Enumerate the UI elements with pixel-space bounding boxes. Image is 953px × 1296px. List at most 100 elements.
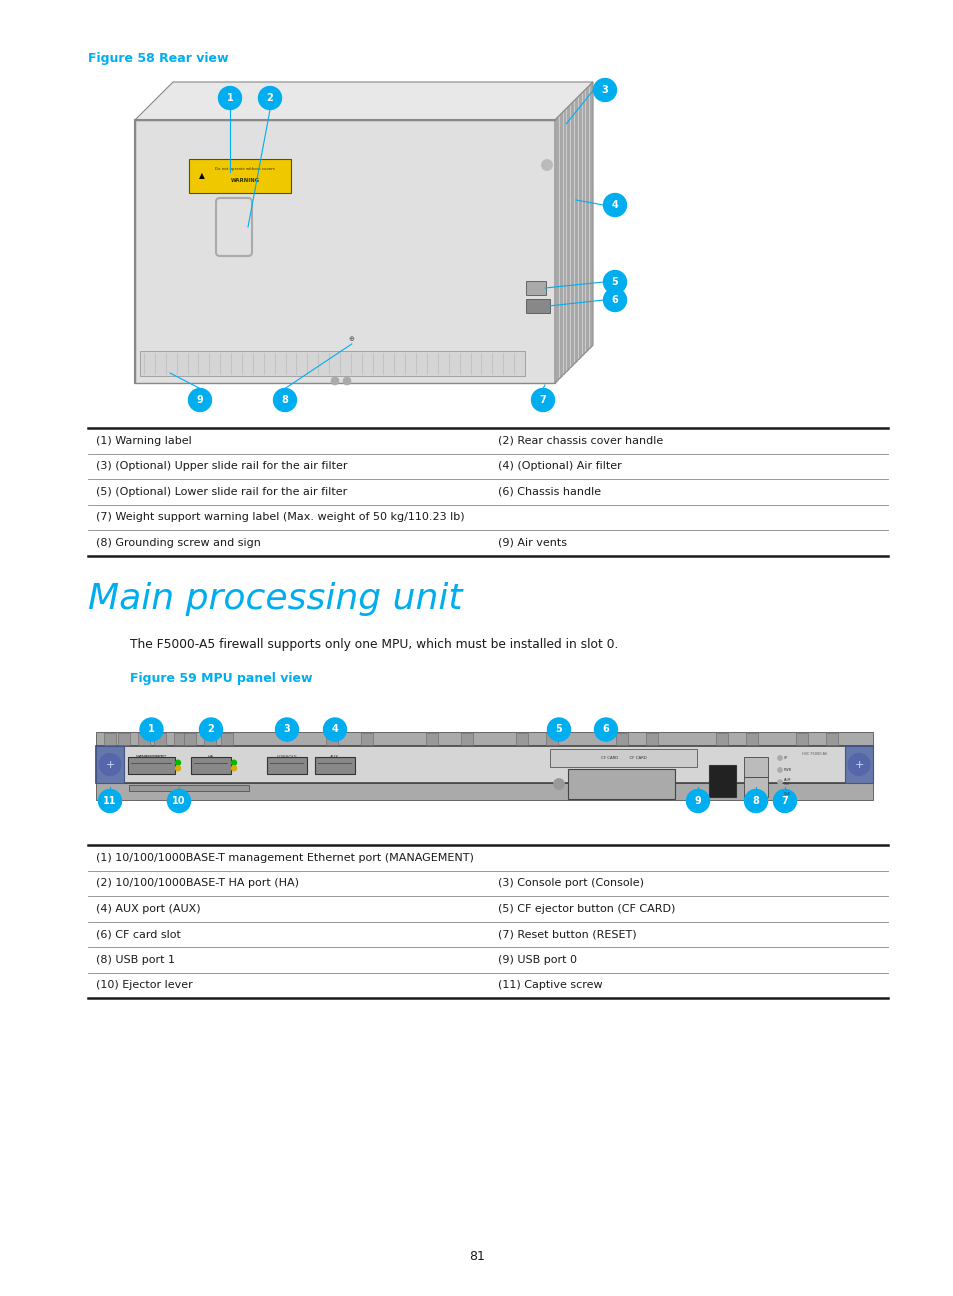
- Text: 7: 7: [781, 796, 787, 806]
- Circle shape: [541, 159, 552, 171]
- Circle shape: [777, 780, 781, 784]
- Text: HA: HA: [208, 756, 213, 759]
- Text: ▲: ▲: [199, 171, 205, 180]
- Circle shape: [547, 718, 570, 741]
- Circle shape: [232, 766, 236, 771]
- Text: 5: 5: [611, 277, 618, 286]
- Circle shape: [258, 87, 281, 109]
- Text: 4: 4: [611, 200, 618, 210]
- Text: 1: 1: [148, 724, 154, 735]
- FancyBboxPatch shape: [460, 734, 473, 745]
- Text: Figure 59 MPU panel view: Figure 59 MPU panel view: [130, 673, 313, 686]
- Circle shape: [175, 766, 180, 771]
- FancyBboxPatch shape: [129, 785, 249, 791]
- FancyBboxPatch shape: [135, 121, 555, 384]
- Text: (2) 10/100/1000BASE-T HA port (HA): (2) 10/100/1000BASE-T HA port (HA): [96, 879, 298, 888]
- Text: 2: 2: [266, 93, 274, 102]
- Text: (6) CF card slot: (6) CF card slot: [96, 929, 181, 940]
- FancyBboxPatch shape: [326, 734, 337, 745]
- FancyBboxPatch shape: [267, 757, 307, 774]
- FancyBboxPatch shape: [516, 734, 527, 745]
- Text: 5: 5: [555, 724, 561, 735]
- FancyBboxPatch shape: [825, 734, 837, 745]
- Text: ALM
RST: ALM RST: [783, 778, 791, 787]
- Circle shape: [175, 761, 180, 765]
- Text: Figure 58 Rear view: Figure 58 Rear view: [88, 52, 229, 65]
- Text: 10: 10: [172, 796, 186, 806]
- Text: WARNING: WARNING: [231, 179, 259, 183]
- FancyBboxPatch shape: [708, 765, 735, 797]
- Text: 81: 81: [469, 1249, 484, 1262]
- Text: ⊕: ⊕: [349, 336, 355, 342]
- Text: The F5000-A5 firewall supports only one MPU, which must be installed in slot 0.: The F5000-A5 firewall supports only one …: [130, 638, 618, 651]
- FancyBboxPatch shape: [745, 734, 758, 745]
- FancyBboxPatch shape: [360, 734, 373, 745]
- FancyBboxPatch shape: [314, 757, 355, 774]
- FancyBboxPatch shape: [191, 757, 231, 774]
- FancyBboxPatch shape: [128, 757, 174, 774]
- Circle shape: [218, 87, 241, 109]
- FancyBboxPatch shape: [844, 746, 872, 783]
- Circle shape: [773, 789, 796, 813]
- Circle shape: [777, 792, 781, 796]
- Text: PWR: PWR: [783, 769, 791, 772]
- Circle shape: [232, 761, 236, 765]
- Text: (10) Ejector lever: (10) Ejector lever: [96, 980, 193, 990]
- FancyBboxPatch shape: [118, 734, 130, 745]
- FancyBboxPatch shape: [189, 159, 291, 193]
- Circle shape: [553, 779, 564, 789]
- Circle shape: [603, 271, 626, 293]
- Text: 4: 4: [332, 724, 338, 735]
- Text: 11: 11: [103, 796, 116, 806]
- Circle shape: [603, 193, 626, 216]
- Circle shape: [323, 718, 346, 741]
- Text: H3C F5000-A5: H3C F5000-A5: [801, 752, 826, 756]
- FancyBboxPatch shape: [173, 734, 186, 745]
- Text: (1) 10/100/1000BASE-T management Ethernet port (MANAGEMENT): (1) 10/100/1000BASE-T management Etherne…: [96, 853, 474, 863]
- FancyBboxPatch shape: [567, 769, 675, 800]
- Circle shape: [140, 718, 163, 741]
- Text: 9: 9: [196, 395, 203, 404]
- FancyBboxPatch shape: [138, 734, 150, 745]
- Text: 6: 6: [611, 295, 618, 305]
- Text: +: +: [854, 759, 862, 770]
- Text: CF CARD         CF CARD: CF CARD CF CARD: [600, 756, 646, 759]
- Text: 9: 9: [694, 796, 700, 806]
- Circle shape: [594, 718, 617, 741]
- Text: +: +: [105, 759, 114, 770]
- Text: (11) Captive screw: (11) Captive screw: [497, 980, 602, 990]
- Circle shape: [847, 753, 869, 775]
- FancyBboxPatch shape: [525, 299, 550, 314]
- Text: (4) AUX port (AUX): (4) AUX port (AUX): [96, 903, 200, 914]
- Text: 3: 3: [283, 724, 290, 735]
- Circle shape: [686, 789, 709, 813]
- Text: CONSOLE: CONSOLE: [276, 756, 297, 759]
- Text: (7) Reset button (RESET): (7) Reset button (RESET): [497, 929, 636, 940]
- FancyBboxPatch shape: [96, 783, 872, 800]
- Circle shape: [331, 377, 338, 385]
- Text: (3) (Optional) Upper slide rail for the air filter: (3) (Optional) Upper slide rail for the …: [96, 461, 347, 472]
- FancyBboxPatch shape: [645, 734, 658, 745]
- Text: 8: 8: [752, 796, 759, 806]
- Circle shape: [343, 377, 351, 385]
- FancyBboxPatch shape: [153, 734, 166, 745]
- Circle shape: [98, 789, 121, 813]
- FancyBboxPatch shape: [616, 734, 627, 745]
- FancyBboxPatch shape: [716, 734, 727, 745]
- Text: Do not operate without covers: Do not operate without covers: [214, 167, 274, 171]
- FancyBboxPatch shape: [743, 757, 767, 778]
- Text: (8) USB port 1: (8) USB port 1: [96, 955, 174, 964]
- FancyBboxPatch shape: [104, 734, 116, 745]
- Text: (3) Console port (Console): (3) Console port (Console): [497, 879, 643, 888]
- Circle shape: [189, 389, 212, 412]
- FancyBboxPatch shape: [545, 734, 558, 745]
- FancyBboxPatch shape: [426, 734, 437, 745]
- Polygon shape: [135, 82, 593, 121]
- FancyBboxPatch shape: [96, 746, 872, 783]
- Circle shape: [99, 753, 121, 775]
- FancyBboxPatch shape: [743, 778, 767, 797]
- Text: 2: 2: [208, 724, 214, 735]
- FancyBboxPatch shape: [96, 732, 872, 746]
- Text: MANAGEMENT: MANAGEMENT: [135, 756, 167, 759]
- Circle shape: [603, 289, 626, 311]
